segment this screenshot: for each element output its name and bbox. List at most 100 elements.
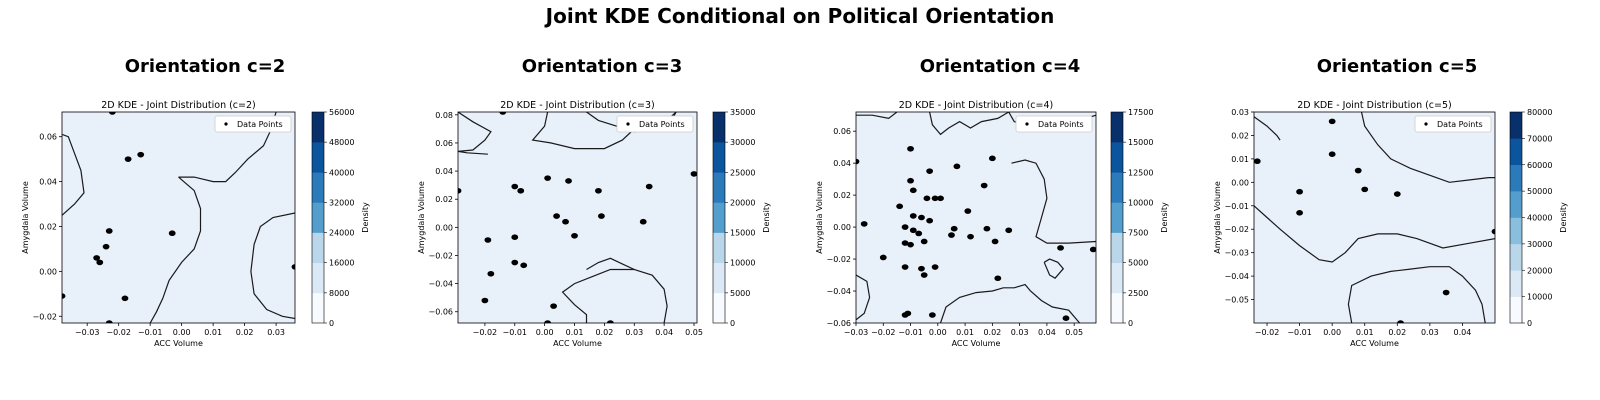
legend-marker bbox=[224, 122, 228, 126]
x-tick-label: 0.04 bbox=[1454, 328, 1472, 337]
data-point bbox=[520, 262, 528, 269]
data-point bbox=[879, 254, 887, 261]
contour-line bbox=[250, 212, 295, 320]
data-point bbox=[96, 259, 104, 266]
data-point bbox=[948, 232, 955, 238]
colorbar-frame bbox=[712, 111, 726, 324]
data-point bbox=[983, 225, 991, 232]
data-point bbox=[105, 320, 113, 323]
x-axis-label: ACC Volume bbox=[1350, 339, 1399, 348]
data-point bbox=[639, 218, 647, 225]
colorbar-band bbox=[1510, 164, 1522, 192]
colorbar-band bbox=[312, 112, 324, 143]
y-tick-label: 0.04 bbox=[39, 178, 57, 187]
colorbar-band bbox=[312, 262, 324, 294]
data-point bbox=[901, 264, 909, 270]
kde-panel-1: −0.03 −0.02 −0.01 0.00 0.01 0.02 0.03 −0.02 0.00… bbox=[21, 100, 370, 348]
colorbar-tick-label: 32000 bbox=[329, 198, 354, 207]
axes-frame bbox=[457, 111, 698, 324]
plot-area bbox=[1254, 112, 1495, 323]
colorbar-tick-label: 10000 bbox=[1128, 198, 1153, 207]
legend: Data Points bbox=[616, 115, 694, 133]
contour-line bbox=[149, 176, 202, 323]
y-tick-label: 0.02 bbox=[833, 191, 851, 200]
legend: Data Points bbox=[214, 115, 292, 133]
y-tick-label: 0.06 bbox=[833, 127, 851, 136]
y-tick-label: −0.02 bbox=[32, 312, 57, 321]
data-point bbox=[124, 156, 132, 162]
data-point bbox=[994, 275, 1002, 282]
axes-title: 2D KDE - Joint Distribution (c=2) bbox=[101, 100, 256, 111]
colorbar: 0 2500 5000 7500 10000 12500 15000 17500 Density bbox=[1110, 108, 1169, 328]
data-point bbox=[499, 112, 507, 115]
data-point bbox=[598, 213, 605, 219]
x-axis-label: ACC Volume bbox=[952, 339, 1001, 348]
data-point bbox=[484, 237, 492, 243]
data-point bbox=[487, 270, 495, 277]
data-point bbox=[1328, 151, 1336, 157]
x-tick-label: −0.03 bbox=[844, 328, 869, 337]
data-point bbox=[553, 213, 560, 219]
data-point bbox=[517, 187, 525, 194]
colorbar-tick-label: 8000 bbox=[329, 289, 349, 298]
legend-label: Data Points bbox=[237, 120, 283, 129]
x-tick-label: 0.01 bbox=[566, 328, 584, 337]
colorbar-band bbox=[713, 142, 725, 173]
colorbar-tick-label: 25000 bbox=[730, 168, 755, 177]
colorbar-band bbox=[713, 112, 725, 143]
y-tick-label: 0.01 bbox=[1231, 155, 1249, 164]
y-axis-label: Amygdala Volume bbox=[1213, 181, 1222, 254]
colorbar-band bbox=[312, 142, 324, 173]
data-point bbox=[928, 312, 936, 318]
data-point bbox=[93, 255, 101, 261]
contour-line bbox=[939, 283, 1081, 323]
data-point bbox=[1442, 289, 1450, 296]
data-point bbox=[923, 195, 931, 202]
colorbar-band bbox=[1510, 270, 1522, 297]
colorbar-frame bbox=[1110, 111, 1124, 324]
y-tick-label: 0.02 bbox=[1231, 131, 1249, 140]
colorbar: 0 5000 10000 15000 20000 25000 30000 35000 Densi… bbox=[712, 108, 771, 328]
x-tick-label: −0.03 bbox=[75, 328, 100, 337]
y-tick-label: 0.06 bbox=[39, 133, 57, 142]
colorbar-tick-label: 2500 bbox=[1128, 289, 1148, 298]
x-tick-label: 0.05 bbox=[685, 328, 703, 337]
data-point bbox=[1062, 315, 1070, 322]
panel-title-c2: Orientation c=2 bbox=[124, 56, 286, 77]
data-point bbox=[909, 227, 917, 234]
contour-line bbox=[561, 268, 668, 323]
colorbar-tick-label: 0 bbox=[730, 319, 735, 328]
colorbar-band bbox=[713, 262, 725, 294]
y-tick-label: −0.06 bbox=[826, 319, 851, 328]
colorbar-band bbox=[1111, 262, 1123, 294]
data-point bbox=[909, 187, 917, 194]
data-point bbox=[511, 259, 519, 266]
x-tick-label: 0.01 bbox=[1356, 328, 1374, 337]
x-tick-label: 0.00 bbox=[536, 328, 554, 337]
x-tick-label: 0.03 bbox=[267, 328, 285, 337]
colorbar-band bbox=[1510, 138, 1522, 166]
y-tick-label: −0.02 bbox=[826, 255, 851, 264]
colorbar-band bbox=[713, 202, 725, 233]
legend-marker bbox=[1025, 122, 1029, 126]
colorbar-band bbox=[1510, 191, 1522, 218]
data-point bbox=[1296, 210, 1303, 216]
colorbar-band bbox=[312, 172, 324, 203]
colorbar-band bbox=[1111, 172, 1123, 203]
axes-title: 2D KDE - Joint Distribution (c=4) bbox=[899, 100, 1054, 111]
panel-title-c5: Orientation c=5 bbox=[1316, 56, 1478, 77]
legend-box bbox=[1414, 115, 1492, 133]
data-point bbox=[544, 320, 552, 323]
x-tick-label: 0.00 bbox=[1323, 328, 1341, 337]
legend-box bbox=[1015, 115, 1093, 133]
plot-content bbox=[856, 112, 1096, 323]
plot-area bbox=[458, 112, 697, 323]
x-tick-label: 0.01 bbox=[956, 328, 974, 337]
colorbar-tick-label: 48000 bbox=[329, 138, 354, 147]
y-tick-label: 0.04 bbox=[435, 167, 453, 176]
data-point bbox=[1089, 246, 1096, 253]
data-point bbox=[907, 241, 914, 248]
x-tick-label: 0.02 bbox=[983, 328, 1001, 337]
data-point bbox=[1296, 188, 1303, 195]
data-point bbox=[1393, 191, 1401, 197]
